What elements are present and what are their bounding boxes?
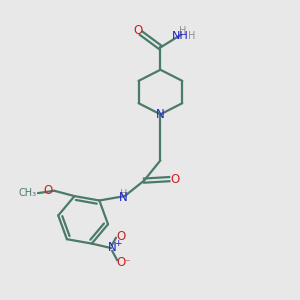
Text: CH₃: CH₃ xyxy=(18,188,36,198)
Text: +: + xyxy=(114,239,122,248)
Text: ⁻: ⁻ xyxy=(125,259,130,269)
Text: O: O xyxy=(116,256,125,269)
Text: N: N xyxy=(108,241,116,254)
Text: H: H xyxy=(120,189,127,199)
Text: NH: NH xyxy=(172,32,189,41)
Text: N: N xyxy=(156,108,165,121)
Text: O: O xyxy=(116,230,125,243)
Text: N: N xyxy=(118,191,127,204)
Text: H: H xyxy=(188,32,196,41)
Text: H: H xyxy=(179,26,186,36)
Text: O: O xyxy=(44,184,53,197)
Text: O: O xyxy=(133,24,142,37)
Text: O: O xyxy=(170,172,179,186)
